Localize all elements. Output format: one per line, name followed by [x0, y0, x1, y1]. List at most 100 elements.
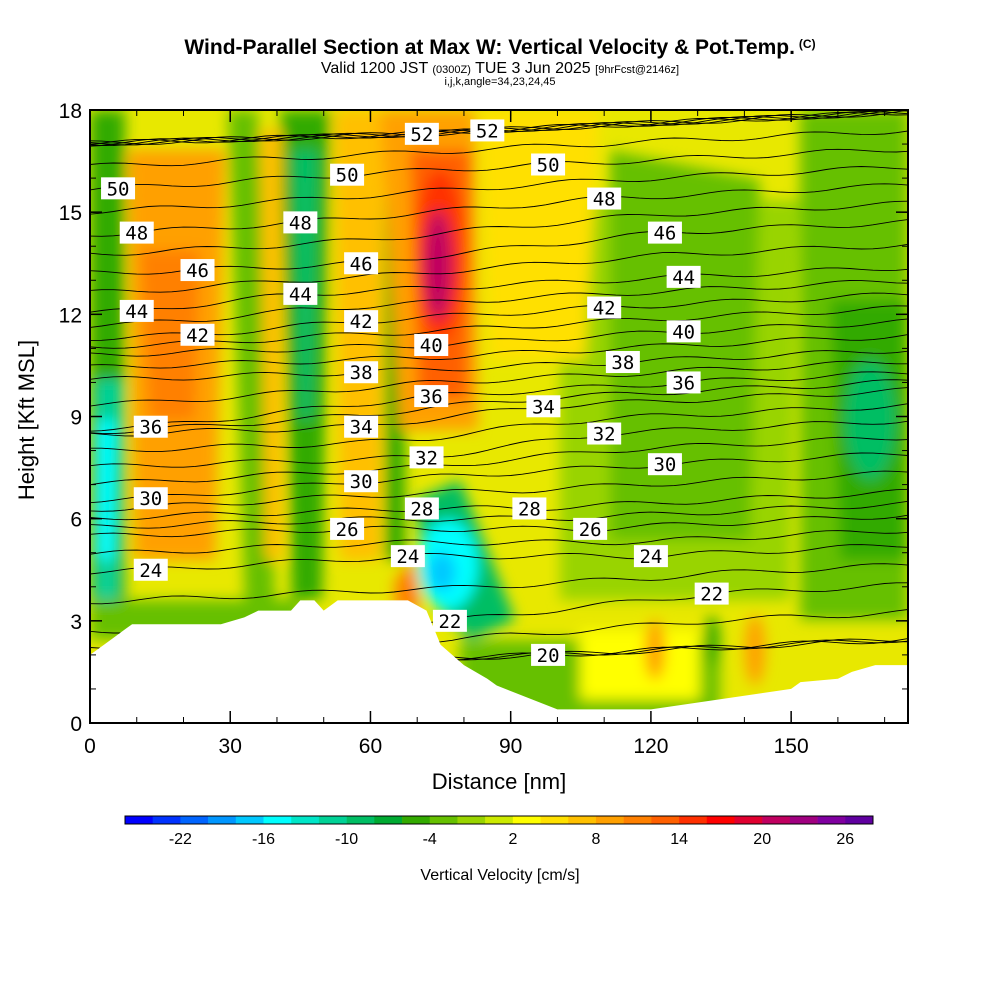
colorbar-swatch — [595, 816, 624, 824]
contour-label-text: 48 — [593, 189, 616, 211]
contour-label-text: 34 — [532, 396, 555, 418]
contour-label-text: 24 — [139, 560, 162, 582]
colorbar-swatch — [235, 816, 264, 824]
contour-label: 50 — [330, 163, 365, 187]
colorbar-tick-label: -4 — [423, 831, 437, 848]
grid-indices: i,j,k,angle=34,23,24,45 — [444, 76, 556, 88]
theta-contour-line — [90, 280, 908, 328]
contour-label: 44 — [119, 299, 154, 323]
colorbar-tick-label: 26 — [836, 831, 854, 848]
colorbar-swatch — [374, 816, 403, 824]
contour-label-text: 50 — [537, 154, 560, 176]
theta-contour-line — [90, 267, 908, 313]
y-tick-label: 6 — [70, 509, 82, 532]
y-tick-label: 0 — [70, 713, 82, 736]
contour-label: 46 — [647, 221, 682, 245]
contour-label-text: 40 — [420, 335, 443, 357]
colorbar-swatch — [568, 816, 597, 824]
contour-label-text: 48 — [289, 212, 312, 234]
theta-contour-line — [90, 371, 908, 432]
colorbar-swatch — [623, 816, 652, 824]
y-tick-label: 15 — [59, 202, 82, 225]
contour-label-text: 44 — [289, 284, 312, 306]
contour-label: 52 — [404, 122, 439, 146]
contour-label: 26 — [330, 517, 365, 541]
contour-label: 22 — [432, 609, 467, 633]
contour-label-text: 52 — [410, 124, 433, 146]
contour-label-text: 26 — [579, 519, 602, 541]
theta-contour-line — [90, 200, 908, 256]
theta-contour-line — [90, 544, 908, 575]
contour-label: 36 — [133, 415, 168, 439]
colorbar-tick-label: 20 — [753, 831, 771, 848]
contour-label: 46 — [344, 252, 379, 275]
colorbar: -22 -16 -10 -4 2 8 14 20 26 — [124, 815, 874, 848]
x-tick-label: 120 — [633, 735, 668, 758]
contour-label: 34 — [344, 415, 379, 439]
forecast-info: [9hrFcst@2146z] — [595, 64, 680, 76]
colorbar-swatch — [651, 816, 680, 824]
theta-contour-line — [90, 514, 908, 538]
colorbar-swatch — [402, 816, 431, 824]
contour-label-text: 38 — [350, 362, 373, 384]
contour-label-text: 24 — [396, 546, 419, 568]
contour-label-text: 22 — [438, 611, 461, 633]
plot-area: 52 52 50 50 50 48 48 48 46 46 46 44 44 44 42 42 42 40 40 38… — [90, 110, 908, 723]
chart-title: Wind-Parallel Section at Max W: Vertical… — [0, 36, 1000, 60]
contour-label-text: 32 — [593, 424, 616, 446]
colorbar-swatch — [429, 816, 458, 824]
theta-contour-line — [90, 318, 908, 357]
theta-contour-line — [90, 379, 908, 435]
theta-contour-line — [90, 500, 908, 529]
contour-label-text: 38 — [611, 352, 634, 374]
contour-label: 36 — [414, 385, 449, 408]
x-tick-label: 60 — [359, 735, 382, 758]
colorbar-swatch — [291, 816, 320, 824]
colorbar-swatch — [485, 816, 514, 824]
theta-contour-line — [90, 470, 908, 512]
colorbar-tick-label: 8 — [592, 831, 601, 848]
contour-label-text: 26 — [336, 519, 359, 541]
colorbar-swatch — [457, 816, 486, 824]
contour-label: 42 — [344, 310, 379, 333]
colorbar-swatch — [512, 816, 541, 824]
theta-contour-line — [90, 292, 908, 341]
contour-label-text: 32 — [415, 447, 438, 469]
theta-contour-line — [90, 166, 908, 215]
copyright-mark: (C) — [798, 37, 816, 51]
theta-contour-line — [90, 563, 908, 605]
contour-label: 48 — [283, 211, 318, 234]
contour-label: 44 — [666, 265, 701, 289]
colorbar-frame — [124, 815, 874, 825]
contour-label: 42 — [180, 323, 215, 347]
colorbar-swatch — [706, 816, 735, 824]
colorbar-swatch — [679, 816, 708, 824]
y-tick-label: 18 — [59, 100, 82, 123]
x-tick-label: 30 — [219, 735, 242, 758]
contour-label: 40 — [666, 320, 701, 343]
contour-label-text: 46 — [186, 260, 209, 282]
colorbar-swatch — [180, 816, 209, 824]
contour-label: 24 — [390, 545, 425, 568]
theta-contour-line — [90, 403, 908, 453]
chart-title-text: Wind-Parallel Section at Max W: Vertical… — [184, 36, 795, 59]
contour-label-text: 44 — [125, 301, 148, 323]
contour-label: 48 — [119, 221, 154, 245]
x-axis-label: Distance [nm] — [432, 769, 567, 794]
colorbar-swatch — [789, 816, 818, 824]
contour-label-text: 46 — [350, 253, 373, 275]
contour-label-text: 50 — [336, 165, 359, 187]
y-axis-label: Height [Kft MSL] — [14, 340, 39, 500]
theta-contour-line — [90, 452, 908, 504]
contour-label-text: 24 — [639, 546, 662, 568]
contour-label: 24 — [633, 545, 668, 568]
theta-contour-line — [90, 387, 908, 437]
contour-label-text: 42 — [186, 325, 209, 347]
colorbar-swatch — [817, 816, 846, 824]
theta-contour-line — [90, 334, 908, 369]
contour-label-text: 46 — [653, 223, 676, 245]
contour-label-text: 20 — [537, 645, 560, 667]
contour-label: 32 — [587, 422, 622, 446]
